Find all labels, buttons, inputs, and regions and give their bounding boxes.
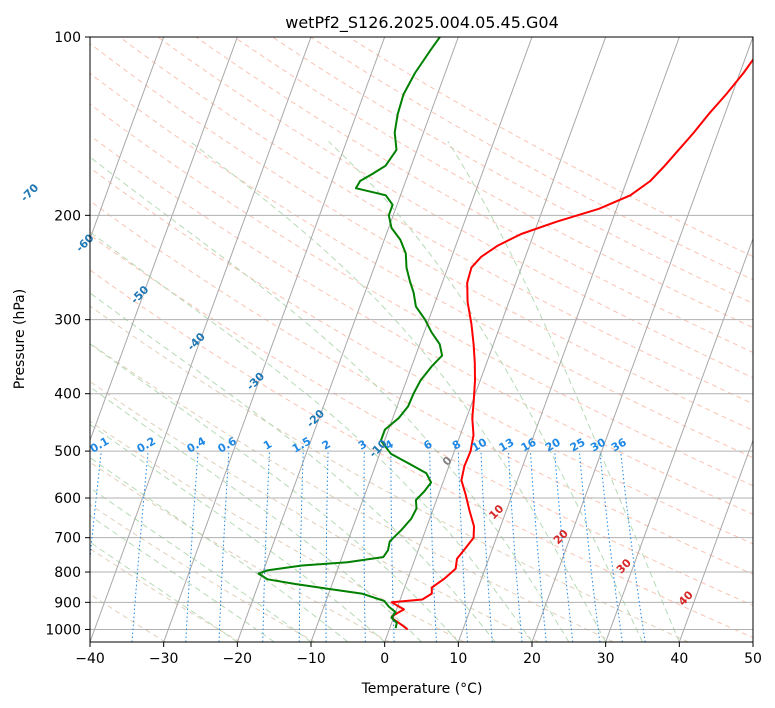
isotherm-line xyxy=(90,37,312,642)
isotherm-line xyxy=(310,37,533,642)
mixing-ratio-line xyxy=(507,451,523,642)
isotherm-line xyxy=(90,37,238,442)
dry-adiabat xyxy=(195,37,753,354)
grid-lines xyxy=(90,37,753,642)
x-axis: −40 −30 −20 −10 0 10 20 30 40 50 xyxy=(75,642,762,667)
dry-adiabat xyxy=(90,269,753,639)
isotherm-line xyxy=(605,237,753,642)
series-lines xyxy=(257,37,753,631)
dry-adiabat xyxy=(348,37,753,258)
y-tick-label: 400 xyxy=(54,387,81,403)
y-tick-label: 200 xyxy=(54,208,81,224)
y-tick-label: 800 xyxy=(54,565,81,581)
dry-adiabat xyxy=(90,420,465,642)
mixing-ratio-line xyxy=(554,451,574,642)
mixing-ratio-line xyxy=(131,451,149,642)
mixing-ratio-line xyxy=(620,451,646,642)
mixing-ratio-line xyxy=(90,451,102,563)
y-tick-label: 600 xyxy=(54,491,81,507)
x-tick-label: 0 xyxy=(380,651,389,667)
mixing-ratio-line xyxy=(599,451,623,642)
y-axis-label: Pressure (hPa) xyxy=(12,289,28,389)
isotherm-label: -70 xyxy=(18,181,41,204)
dry-adiabat xyxy=(272,37,753,305)
mixing-ratio-line xyxy=(529,451,547,642)
x-tick-label: 40 xyxy=(670,651,688,667)
dry-adiabat xyxy=(90,200,753,575)
isotherm-line xyxy=(90,37,165,241)
x-tick-label: −30 xyxy=(149,651,179,667)
y-tick-label: 300 xyxy=(54,313,81,329)
y-tick-label: 500 xyxy=(54,444,81,460)
isotherm-line xyxy=(531,37,753,642)
chart-title: wetPf2_S126.2025.004.05.45.G04 xyxy=(285,13,559,33)
dry-adiabat xyxy=(90,234,753,607)
dry-adiabat xyxy=(90,42,753,431)
isotherm-line xyxy=(163,37,386,642)
dry-adiabat xyxy=(233,37,753,329)
isotherm-line xyxy=(752,640,753,642)
isotherm-line xyxy=(457,37,680,642)
y-tick-label: 100 xyxy=(54,30,81,46)
dry-adiabat xyxy=(90,380,540,642)
x-tick-label: 30 xyxy=(597,651,615,667)
isotherm-line xyxy=(236,37,459,642)
dry-adiabat xyxy=(90,72,753,459)
x-axis-label: Temperature (°C) xyxy=(361,681,483,697)
dewpoint-line xyxy=(257,37,444,629)
dry-adiabat xyxy=(157,37,753,379)
dry-adiabat xyxy=(90,134,753,515)
y-tick-label: 900 xyxy=(54,595,81,611)
x-tick-label: 20 xyxy=(523,651,541,667)
dry-adiabat xyxy=(119,37,753,405)
y-tick-label: 700 xyxy=(54,531,81,547)
y-axis: 100 200 300 400 500 600 700 800 900 1000 xyxy=(45,30,90,638)
y-tick-label: 1000 xyxy=(45,622,81,638)
x-tick-label: 10 xyxy=(449,651,467,667)
x-tick-label: −20 xyxy=(223,651,253,667)
mixing-ratio-line xyxy=(578,451,601,642)
x-tick-label: −10 xyxy=(296,651,326,667)
plot-frame xyxy=(89,36,754,643)
x-tick-label: −40 xyxy=(75,651,105,667)
x-tick-label: 50 xyxy=(744,651,762,667)
isotherm-line xyxy=(384,37,607,642)
temperature-line xyxy=(390,57,753,631)
isotherm-line xyxy=(678,438,753,642)
dry-adiabat xyxy=(90,167,753,545)
